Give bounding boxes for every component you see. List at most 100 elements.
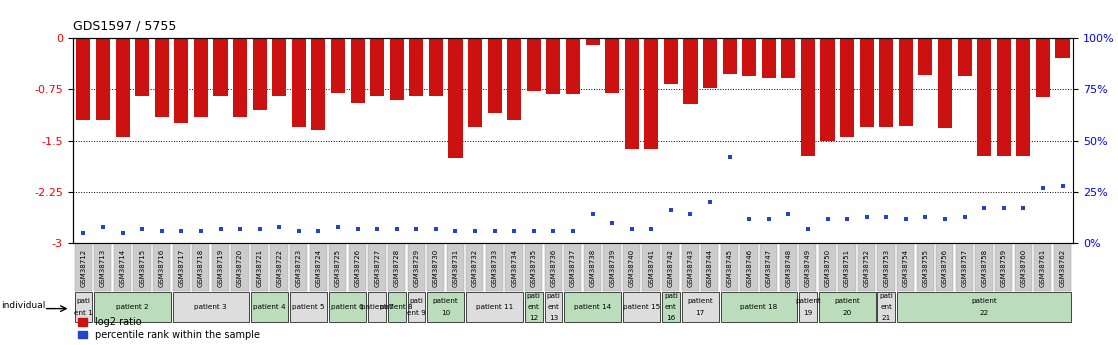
FancyBboxPatch shape — [388, 244, 405, 291]
Text: pati: pati — [76, 298, 91, 304]
Text: pati: pati — [527, 293, 541, 299]
Bar — [370, 38, 385, 96]
Bar — [722, 38, 737, 73]
Text: GSM38712: GSM38712 — [80, 249, 86, 287]
Text: GSM38716: GSM38716 — [159, 249, 164, 287]
FancyBboxPatch shape — [1014, 244, 1032, 291]
Bar — [527, 38, 541, 91]
Text: ent 9: ent 9 — [407, 310, 426, 316]
FancyBboxPatch shape — [721, 292, 797, 322]
FancyBboxPatch shape — [388, 292, 406, 322]
FancyBboxPatch shape — [721, 244, 738, 291]
Text: GSM38753: GSM38753 — [883, 249, 889, 287]
Bar — [997, 38, 1011, 156]
Text: 10: 10 — [442, 310, 451, 316]
Text: GSM38750: GSM38750 — [825, 249, 831, 287]
FancyBboxPatch shape — [995, 244, 1012, 291]
Text: GSM38714: GSM38714 — [120, 249, 125, 287]
Text: pati: pati — [409, 298, 424, 304]
Bar — [1055, 38, 1070, 59]
Bar — [214, 38, 228, 96]
FancyBboxPatch shape — [368, 292, 386, 322]
FancyBboxPatch shape — [682, 244, 699, 291]
Bar — [566, 38, 580, 94]
FancyBboxPatch shape — [799, 244, 816, 291]
Bar — [429, 38, 443, 96]
Bar — [683, 38, 698, 104]
Bar — [761, 38, 776, 78]
FancyBboxPatch shape — [662, 244, 680, 291]
Text: GSM38718: GSM38718 — [198, 249, 203, 287]
FancyBboxPatch shape — [290, 244, 307, 291]
Text: GSM38735: GSM38735 — [531, 249, 537, 287]
Bar — [800, 38, 815, 156]
Text: GSM38729: GSM38729 — [414, 249, 419, 287]
Text: pati: pati — [880, 293, 893, 299]
FancyBboxPatch shape — [368, 244, 386, 291]
FancyBboxPatch shape — [897, 244, 915, 291]
Text: patient: patient — [433, 298, 458, 304]
FancyBboxPatch shape — [682, 292, 719, 322]
FancyBboxPatch shape — [917, 244, 934, 291]
FancyBboxPatch shape — [172, 292, 249, 322]
FancyBboxPatch shape — [94, 244, 112, 291]
Text: GSM38752: GSM38752 — [864, 249, 870, 287]
Bar — [879, 38, 893, 127]
Text: GSM38721: GSM38721 — [257, 249, 263, 287]
FancyBboxPatch shape — [525, 292, 542, 322]
Text: GSM38720: GSM38720 — [237, 249, 243, 287]
FancyBboxPatch shape — [1053, 244, 1071, 291]
Text: GSM38744: GSM38744 — [707, 249, 713, 287]
FancyBboxPatch shape — [172, 244, 190, 291]
Bar — [938, 38, 953, 128]
Text: patient: patient — [688, 298, 713, 304]
Bar — [468, 38, 482, 127]
FancyBboxPatch shape — [329, 244, 347, 291]
Text: patient 11: patient 11 — [476, 304, 513, 310]
Text: GSM38731: GSM38731 — [453, 249, 458, 287]
Text: pati: pati — [664, 293, 678, 299]
Bar — [351, 38, 364, 103]
Text: 19: 19 — [804, 310, 813, 316]
FancyBboxPatch shape — [310, 244, 326, 291]
Text: GSM38742: GSM38742 — [667, 249, 674, 287]
Text: GSM38723: GSM38723 — [296, 249, 302, 287]
Text: GSM38743: GSM38743 — [688, 249, 693, 287]
FancyBboxPatch shape — [250, 244, 268, 291]
Text: 20: 20 — [843, 310, 852, 316]
Text: GSM38722: GSM38722 — [276, 249, 282, 287]
Text: 16: 16 — [666, 315, 675, 321]
FancyBboxPatch shape — [231, 244, 248, 291]
Text: GSM38736: GSM38736 — [550, 249, 557, 287]
Text: GSM38746: GSM38746 — [746, 249, 752, 287]
Bar — [1016, 38, 1031, 156]
FancyBboxPatch shape — [565, 292, 620, 322]
Bar — [390, 38, 404, 100]
FancyBboxPatch shape — [975, 244, 993, 291]
Text: GSM38713: GSM38713 — [100, 249, 106, 287]
FancyBboxPatch shape — [349, 244, 366, 291]
Text: GDS1597 / 5755: GDS1597 / 5755 — [73, 20, 176, 33]
Text: GSM38727: GSM38727 — [375, 249, 380, 287]
Text: GSM38740: GSM38740 — [628, 249, 635, 287]
Bar — [840, 38, 854, 137]
Text: GSM38749: GSM38749 — [805, 249, 811, 287]
Bar — [899, 38, 913, 126]
Text: GSM38737: GSM38737 — [570, 249, 576, 287]
Bar — [821, 38, 834, 141]
Text: GSM38725: GSM38725 — [335, 249, 341, 287]
Text: GSM38733: GSM38733 — [492, 249, 498, 287]
FancyBboxPatch shape — [1034, 244, 1051, 291]
FancyBboxPatch shape — [427, 244, 444, 291]
FancyBboxPatch shape — [466, 244, 483, 291]
Bar — [115, 38, 130, 137]
Text: GSM38738: GSM38738 — [589, 249, 596, 287]
Text: GSM38745: GSM38745 — [727, 249, 732, 287]
Text: 12: 12 — [529, 315, 539, 321]
FancyBboxPatch shape — [643, 244, 660, 291]
Text: ent: ent — [528, 304, 540, 310]
Bar — [781, 38, 795, 78]
FancyBboxPatch shape — [858, 244, 875, 291]
FancyBboxPatch shape — [192, 244, 209, 291]
Text: GSM38751: GSM38751 — [844, 249, 850, 287]
